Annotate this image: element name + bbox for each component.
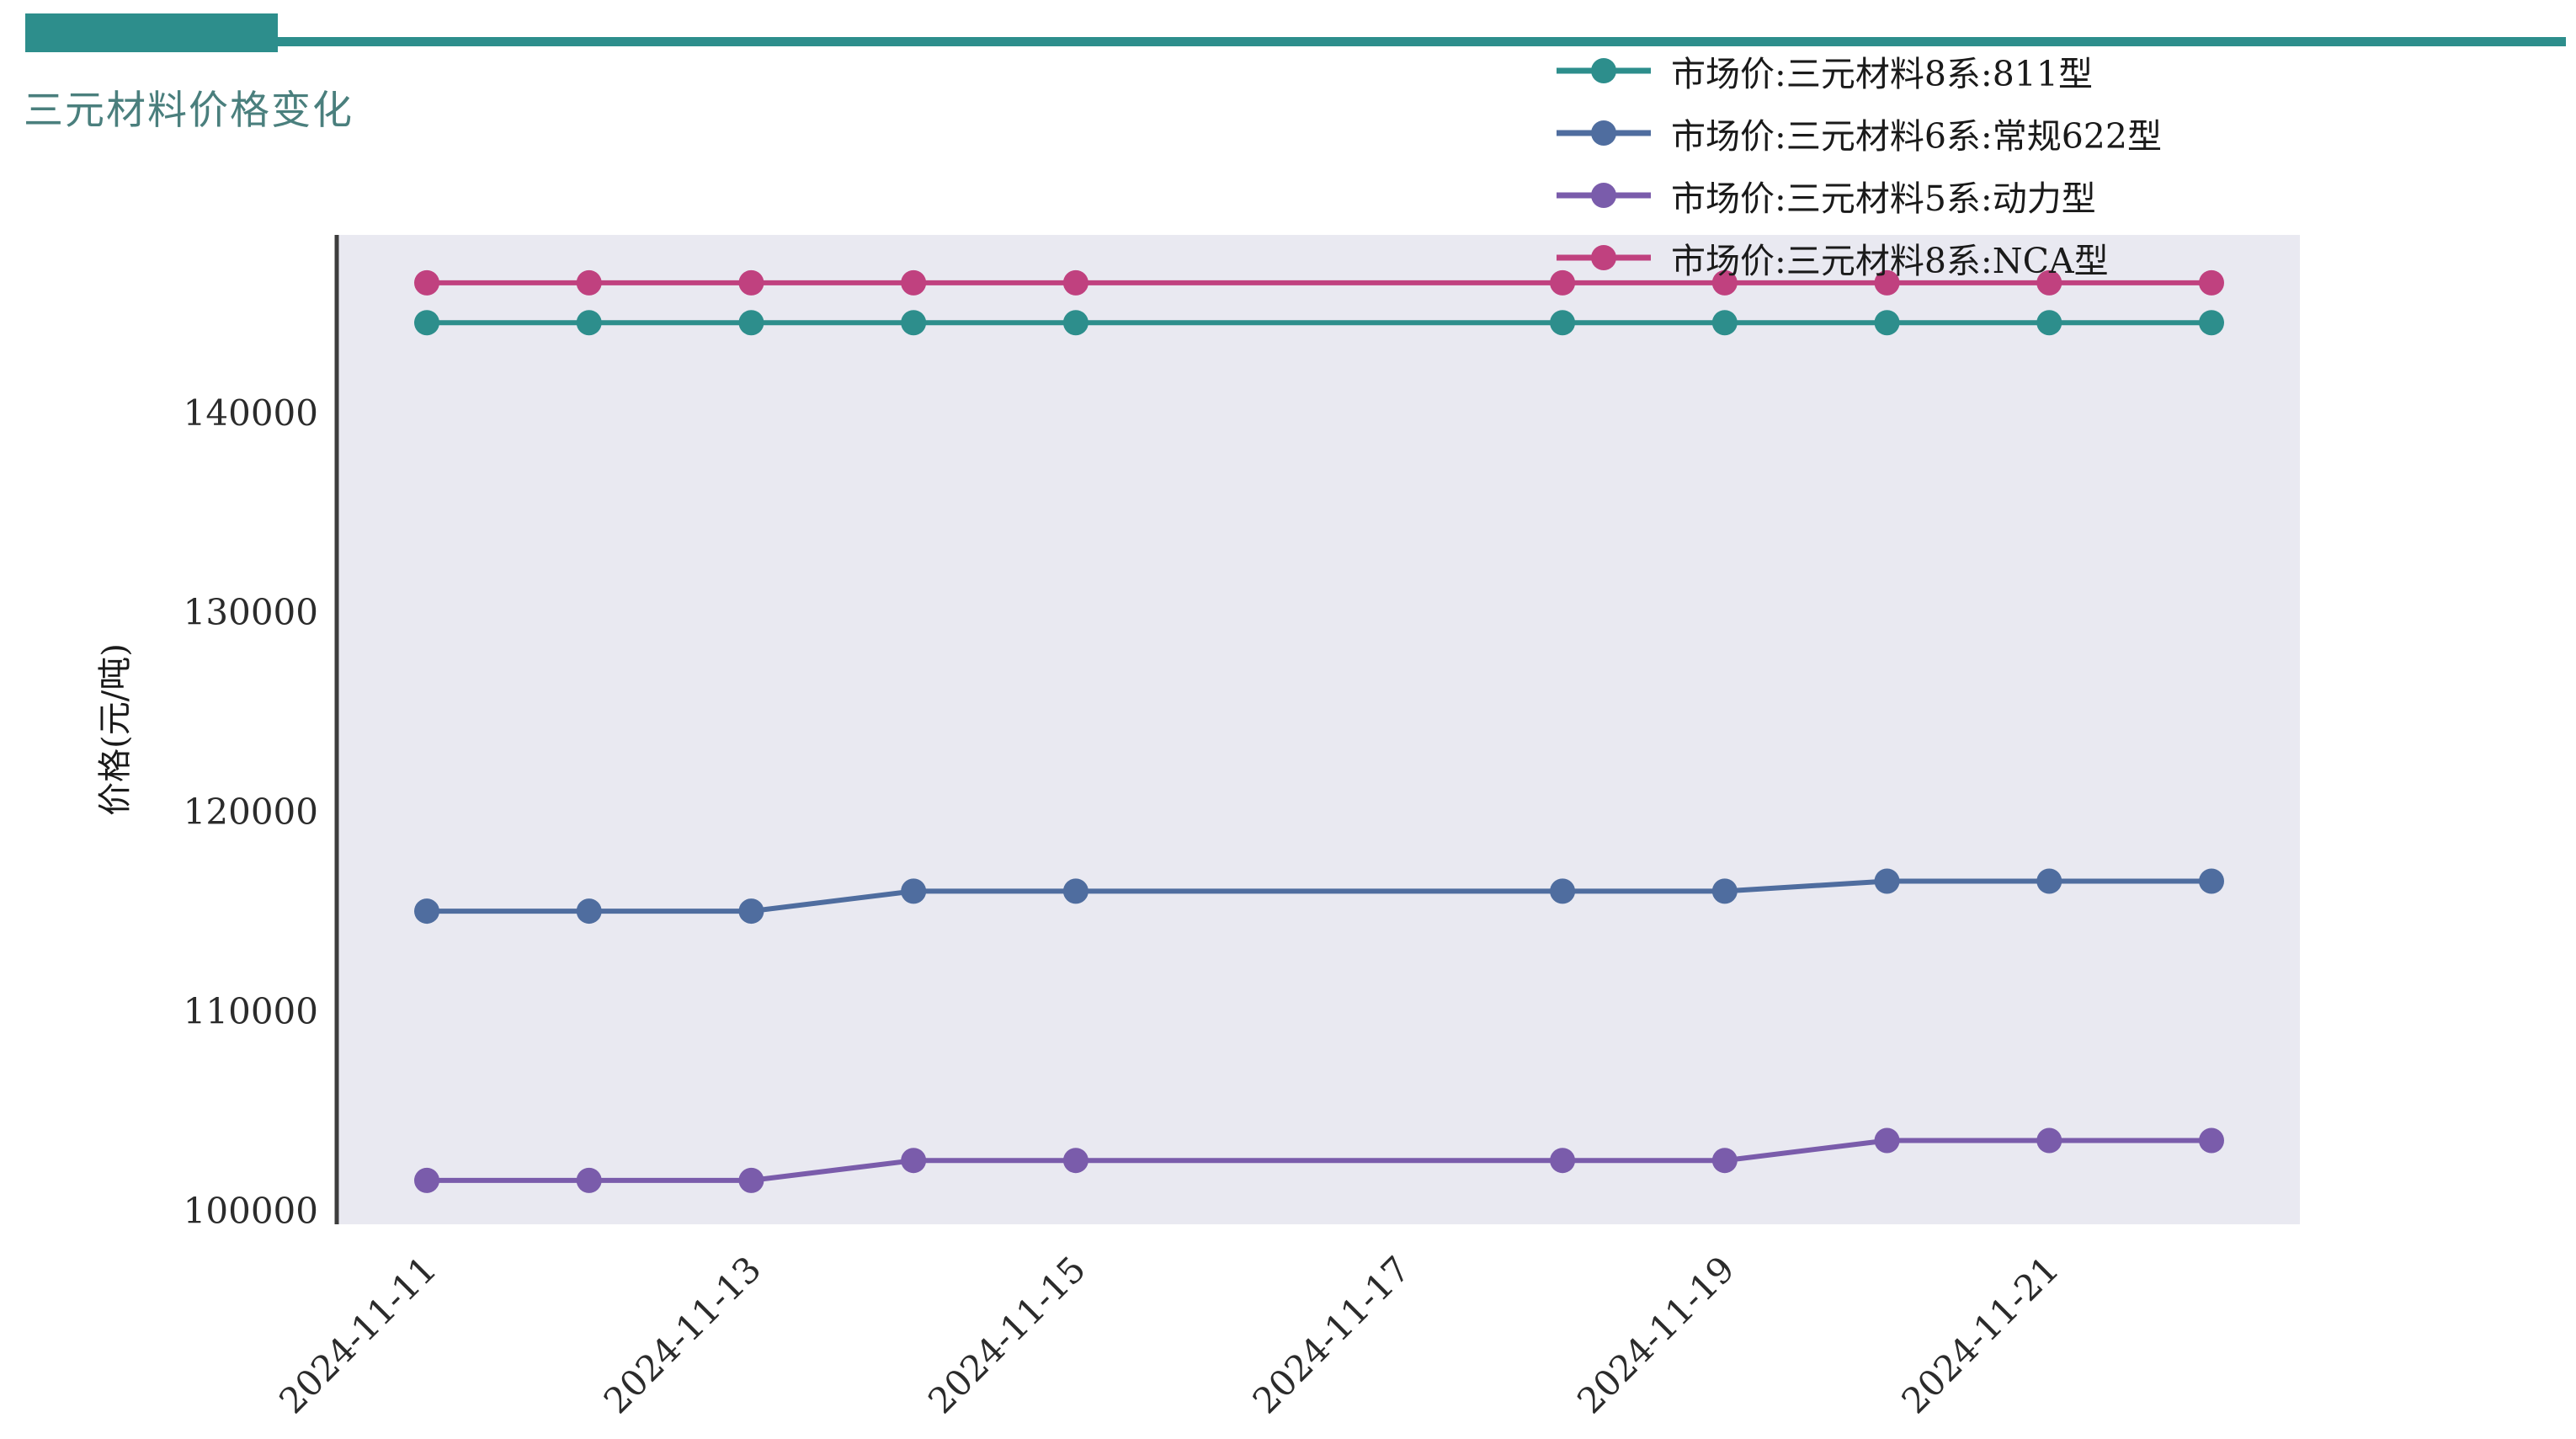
- y-tick-label: 110000: [184, 991, 318, 1032]
- series-point: [1874, 868, 1900, 894]
- legend-label: 市场价:三元材料8系:811型: [1671, 54, 2093, 94]
- series-point: [901, 878, 927, 904]
- series-line: [427, 878, 2211, 914]
- header-accent-line: [278, 37, 2566, 46]
- legend-label: 市场价:三元材料6系:常规622型: [1671, 116, 2162, 157]
- series-point: [1711, 269, 1738, 296]
- series-point: [738, 269, 764, 296]
- series-point: [576, 1167, 602, 1193]
- legend-label: 市场价:三元材料5系:动力型: [1671, 179, 2096, 219]
- series-point: [738, 898, 764, 925]
- series-point: [901, 269, 927, 296]
- series-point: [2199, 868, 2224, 894]
- y-tick-label: 120000: [184, 791, 318, 833]
- series-point: [1711, 878, 1738, 904]
- legend: 市场价:三元材料8系:811型 市场价:三元材料6系:常规622型 市场价:三元…: [1553, 49, 2162, 281]
- x-tick-label: 2024-11-17: [1245, 1248, 1418, 1421]
- series-point: [414, 898, 439, 925]
- series-point: [2036, 310, 2062, 336]
- series-point: [576, 269, 602, 296]
- series-point: [1874, 310, 1900, 336]
- series-point: [1062, 269, 1088, 296]
- series-point: [1062, 310, 1088, 336]
- y-axis-label: 价格(元/吨): [96, 643, 135, 816]
- legend-marker-icon: [1557, 183, 1651, 208]
- plot-background: [338, 235, 2300, 1224]
- y-tick-label: 130000: [184, 592, 318, 633]
- series-point: [738, 1167, 764, 1193]
- legend-item-power: 市场价:三元材料5系:动力型: [1553, 173, 2162, 219]
- series-point: [1550, 269, 1576, 296]
- series-point: [2199, 269, 2224, 296]
- page-title: 三元材料价格变化: [24, 88, 354, 134]
- series-point: [414, 269, 439, 296]
- series-point: [1550, 878, 1576, 904]
- series-point: [1550, 1148, 1576, 1174]
- series-point: [414, 1167, 439, 1193]
- legend-marker-icon: [1557, 58, 1651, 83]
- legend-item-811: 市场价:三元材料8系:811型: [1553, 49, 2162, 94]
- y-tick-label: 140000: [184, 392, 318, 434]
- x-tick-label: 2024-11-11: [271, 1248, 444, 1421]
- series-point: [2199, 310, 2224, 336]
- series-point: [1062, 878, 1088, 904]
- series-point: [901, 1148, 927, 1174]
- x-tick-label: 2024-11-13: [596, 1248, 769, 1421]
- series-point: [1711, 1148, 1738, 1174]
- legend-item-622: 市场价:三元材料6系:常规622型: [1553, 111, 2162, 157]
- legend-item-nca: 市场价:三元材料8系:NCA型: [1553, 236, 2162, 281]
- series-point: [901, 310, 927, 336]
- x-tick-label: 2024-11-21: [1893, 1248, 2067, 1421]
- series-point: [1874, 1127, 1900, 1154]
- legend-label: 市场价:三元材料8系:NCA型: [1671, 241, 2109, 281]
- header-accent-bar: [25, 13, 2566, 52]
- series-point: [576, 898, 602, 925]
- series-point: [2036, 1127, 2062, 1154]
- series-point: [1550, 310, 1576, 336]
- series-point: [1874, 269, 1900, 296]
- series-point: [2036, 269, 2062, 296]
- x-tick-label: 2024-11-15: [920, 1248, 1094, 1421]
- legend-marker-icon: [1557, 245, 1651, 270]
- series-point: [738, 310, 764, 336]
- series-point: [414, 310, 439, 336]
- y-tick-label: 100000: [184, 1190, 318, 1231]
- series-line: [427, 1138, 2211, 1183]
- series-point: [576, 310, 602, 336]
- x-tick-label: 2024-11-19: [1569, 1248, 1743, 1421]
- series-point: [1062, 1148, 1088, 1174]
- series-point: [2036, 868, 2062, 894]
- header-accent-block: [25, 13, 278, 52]
- legend-marker-icon: [1557, 120, 1651, 146]
- series-point: [1711, 310, 1738, 336]
- series-point: [2199, 1127, 2224, 1154]
